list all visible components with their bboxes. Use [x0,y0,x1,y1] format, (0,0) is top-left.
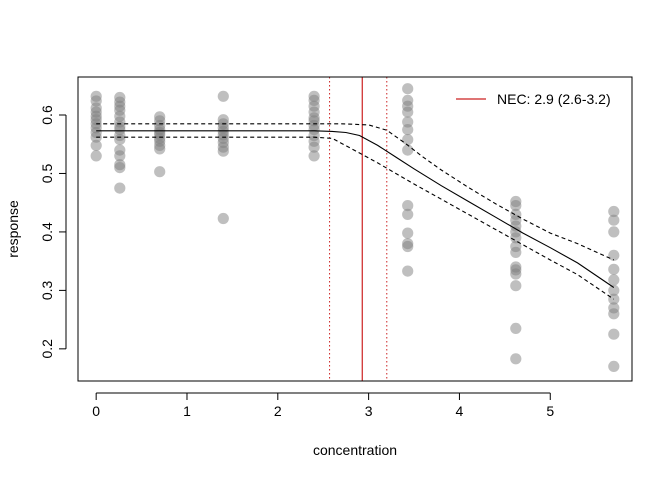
data-point [510,322,522,334]
data-point [608,274,620,286]
data-point [114,182,126,194]
data-point [90,150,102,162]
data-point [402,83,414,95]
fit-lines [96,77,615,381]
data-point [402,227,414,239]
data-point [402,200,414,212]
data-points [90,83,620,372]
data-point [608,263,620,275]
data-point [608,205,620,218]
data-point [402,208,414,220]
legend: NEC: 2.9 (2.6-3.2) [456,91,611,107]
data-point [154,143,166,155]
y-tick-label: 0.3 [39,280,55,300]
data-point [114,150,126,162]
data-point [608,328,620,340]
x-axis-label: concentration [313,442,397,458]
data-point [217,90,229,102]
plot-frame [77,76,633,382]
data-point [608,293,620,305]
data-point [402,240,414,253]
y-tick-label: 0.6 [39,105,55,125]
data-point [402,265,414,277]
x-tick-label: 1 [183,403,191,419]
y-tick-label: 0.4 [39,222,55,242]
fit-upper-ci-line [96,123,615,261]
data-point [114,134,126,146]
legend-label: NEC: 2.9 (2.6-3.2) [497,91,611,107]
x-tick-label: 0 [92,403,100,419]
data-point [510,232,522,244]
y-axis-label: response [5,200,21,258]
data-point [608,214,620,226]
fit-lower-ci-line [96,136,615,300]
data-point [510,246,522,258]
x-tick-label: 5 [546,403,554,419]
data-point [510,268,522,280]
x-tick-label: 2 [274,403,282,419]
y-tick-label: 0.5 [39,164,55,184]
data-point [402,144,414,156]
data-point [402,134,414,146]
data-point [308,141,320,153]
data-point [402,124,414,136]
axes: 0 1 2 3 4 5 0.2 0.3 0.4 0.5 0.6 [39,105,554,419]
data-point [510,200,522,212]
data-point [90,139,102,151]
data-point [154,166,166,178]
data-point [608,308,620,320]
fit-median-line [96,130,615,288]
data-point [114,162,126,174]
x-tick-label: 4 [456,403,464,419]
data-point [402,106,414,118]
data-point [510,280,522,292]
data-point [608,226,620,238]
data-point [608,360,620,372]
data-point [510,353,522,365]
data-point [608,284,620,296]
data-point [608,249,620,261]
x-tick-label: 3 [365,403,373,419]
y-tick-label: 0.2 [39,339,55,359]
data-point [217,212,229,225]
data-point [308,150,320,162]
data-point [217,145,229,157]
